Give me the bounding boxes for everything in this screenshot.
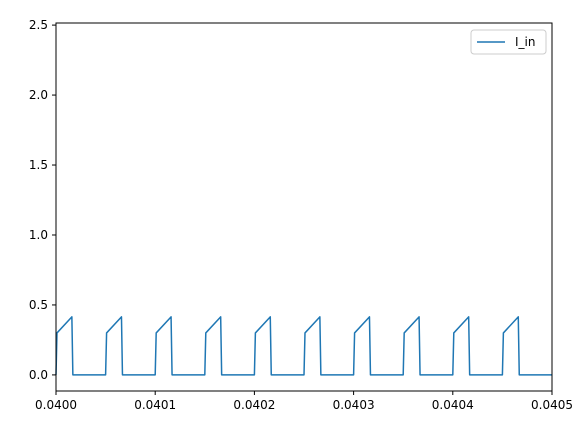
y-tick-label: 0.0: [29, 368, 48, 382]
y-tick-label: 2.0: [29, 88, 48, 102]
x-tick-label: 0.0403: [333, 398, 375, 412]
series-line-i-in: [55, 316, 552, 376]
series-layer: [55, 316, 552, 376]
y-tick-label: 1.0: [29, 228, 48, 242]
legend: I_in: [470, 29, 547, 55]
y-axis: 0.0 0.5 1.0 1.5 2.0 2.5: [29, 18, 56, 382]
x-tick-label: 0.0404: [432, 398, 474, 412]
x-axis: 0.0400 0.0401 0.0402 0.0403 0.0404 0.0405: [35, 391, 573, 412]
legend-box: [470, 29, 547, 55]
x-tick-label: 0.0401: [134, 398, 176, 412]
y-tick-label: 0.5: [29, 298, 48, 312]
y-tick-label: 2.5: [29, 18, 48, 32]
y-tick-label: 1.5: [29, 158, 48, 172]
legend-label: I_in: [515, 35, 535, 49]
x-tick-label: 0.0405: [531, 398, 573, 412]
x-tick-label: 0.0402: [233, 398, 275, 412]
x-tick-label: 0.0400: [35, 398, 77, 412]
plot-area-frame: [55, 22, 553, 392]
